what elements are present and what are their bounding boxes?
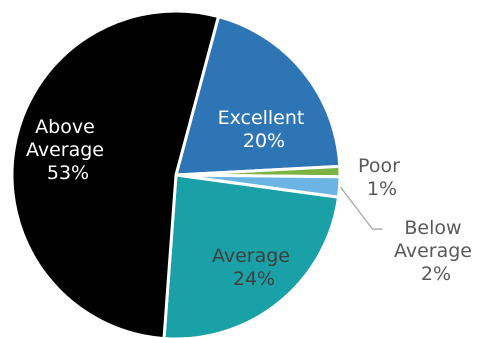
label-below-average-name-line1: Below [404,217,461,239]
label-excellent-name: Excellent [218,107,305,129]
label-excellent: Excellent 20% [218,107,311,152]
label-average: Average 24% [212,245,296,290]
pie-slices [10,9,342,338]
label-average-name: Average [212,245,290,267]
label-below-average-name-line2: Average [394,240,472,262]
pie-slice-above-average [10,9,220,338]
label-poor-name: Poor [358,155,400,177]
label-above-average-name-line2: Average [26,139,104,161]
pie-slice-average [162,173,340,338]
label-below-average-value: 2% [421,263,451,285]
label-above-average-name-line1: Above [35,116,95,138]
label-above-average: Above Average 53% [26,116,110,184]
leader-line-below-average [340,186,383,230]
label-excellent-value: 20% [243,130,285,152]
label-average-value: 24% [233,268,275,290]
label-below-average: Below Average 2% [394,217,478,285]
pie-slice-excellent [174,15,342,177]
label-above-average-value: 53% [47,162,89,184]
label-poor-value: 1% [367,178,397,200]
leader-lines [340,186,383,230]
label-poor: Poor 1% [358,155,406,200]
